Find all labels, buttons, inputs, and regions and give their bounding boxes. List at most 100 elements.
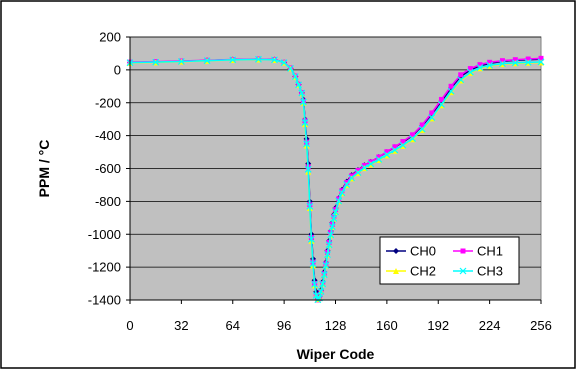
data-point-ch3 xyxy=(383,151,391,159)
data-point-ch1 xyxy=(477,62,483,68)
data-point-ch3 xyxy=(486,61,494,69)
marker-stroke xyxy=(486,61,494,69)
data-point-ch3 xyxy=(524,58,532,66)
marker-stroke xyxy=(229,56,237,64)
data-point-ch3 xyxy=(428,114,436,121)
marker-stroke xyxy=(459,267,467,275)
data-point-ch3 xyxy=(409,135,416,143)
marker-stroke xyxy=(311,280,319,288)
data-point-ch3 xyxy=(177,58,185,65)
data-point-ch3 xyxy=(311,280,319,288)
marker-stroke xyxy=(338,189,346,197)
data-point-ch3 xyxy=(418,125,426,133)
marker-stroke xyxy=(511,59,519,67)
data-point-ch3 xyxy=(301,119,309,126)
data-point-ch1 xyxy=(467,66,473,72)
y-tick-label: -600 xyxy=(95,161,121,176)
y-axis-title: PPM / °C xyxy=(36,140,52,198)
marker-stroke xyxy=(177,58,185,65)
marker-stroke xyxy=(298,89,306,97)
marker-stroke xyxy=(537,58,545,66)
series-ch3 xyxy=(126,55,545,304)
y-tick-label: -1000 xyxy=(88,227,121,242)
marker-stroke xyxy=(335,197,343,205)
data-point-ch3 xyxy=(335,197,343,205)
data-point-ch1 xyxy=(384,149,390,155)
data-point-ch1 xyxy=(458,72,464,78)
legend-label: CH0 xyxy=(410,244,436,259)
marker-stroke xyxy=(203,57,211,65)
marker-stroke xyxy=(324,251,331,259)
marker-stroke xyxy=(367,160,375,168)
data-point-ch3 xyxy=(348,174,355,182)
data-point-ch3 xyxy=(327,231,335,239)
marker-stroke xyxy=(255,55,262,63)
marker-stroke xyxy=(330,215,338,222)
marker-stroke xyxy=(418,125,426,133)
marker-stroke xyxy=(354,169,362,177)
marker-stroke xyxy=(304,165,312,173)
data-point-ch3 xyxy=(438,100,445,108)
legend-item-ch3: CH3 xyxy=(453,264,503,279)
data-point-ch3 xyxy=(328,223,336,231)
data-point-ch1 xyxy=(487,59,493,65)
marker-stroke xyxy=(325,241,333,249)
marker-stroke xyxy=(280,59,288,67)
data-point-ch1 xyxy=(499,58,505,64)
marker-stroke xyxy=(476,64,484,71)
data-point-ch3 xyxy=(306,202,314,210)
marker-stroke xyxy=(343,181,351,189)
legend-item-ch1: CH1 xyxy=(453,244,503,259)
x-tick-label: 160 xyxy=(376,318,398,333)
data-point-ch3 xyxy=(255,55,262,63)
data-point-ch3 xyxy=(322,262,330,269)
x-axis-title: Wiper Code xyxy=(297,346,375,362)
data-point-ch3 xyxy=(343,181,351,189)
data-point-ch3 xyxy=(399,141,407,149)
y-tick-label: -1400 xyxy=(88,293,121,308)
legend-item-ch2: CH2 xyxy=(386,264,436,279)
legend-swatch-marker xyxy=(393,248,399,254)
data-point-ch3 xyxy=(367,160,375,168)
data-point-ch3 xyxy=(229,56,237,64)
legend: CH0 CH1 CH2 CH3 xyxy=(379,236,520,285)
axes: 200 0 -200 -400 -600 -800 -1000 -1200 -1400 0 32 64… xyxy=(88,30,552,334)
data-point-ch3 xyxy=(332,208,339,216)
data-point-ch3 xyxy=(325,241,333,249)
data-point-ch1 xyxy=(429,110,435,116)
data-point-ch3 xyxy=(324,251,331,259)
data-point-ch3 xyxy=(291,73,299,81)
marker-stroke xyxy=(295,81,302,89)
legend-label: CH2 xyxy=(410,264,436,279)
data-point-ch3 xyxy=(319,280,327,288)
marker-stroke xyxy=(332,208,339,216)
marker-stroke xyxy=(499,60,506,68)
data-point-ch3 xyxy=(295,81,302,89)
data-point-ch3 xyxy=(307,235,315,243)
x-tick-label: 192 xyxy=(427,318,449,333)
marker-stroke xyxy=(319,280,327,288)
data-point-ch1 xyxy=(410,132,416,138)
marker-stroke xyxy=(375,156,383,163)
marker-stroke xyxy=(438,100,445,108)
data-point-ch3 xyxy=(476,64,484,71)
marker-stroke xyxy=(309,260,317,268)
data-point-ch3 xyxy=(499,60,506,68)
x-tick-label: 64 xyxy=(226,318,240,333)
x-tick-label: 96 xyxy=(277,318,291,333)
data-point-ch3 xyxy=(447,87,455,95)
y-tick-label: 0 xyxy=(114,62,121,77)
data-point-ch3 xyxy=(375,156,383,163)
marker-stroke xyxy=(399,141,407,149)
data-point-ch3 xyxy=(309,260,317,268)
marker-stroke xyxy=(428,114,436,121)
data-point-ch3 xyxy=(287,64,294,72)
marker-stroke xyxy=(466,68,474,76)
data-point-ch3 xyxy=(537,58,545,66)
x-tick-label: 32 xyxy=(174,318,188,333)
data-point-ch1 xyxy=(392,144,398,150)
legend-item-ch0: CH0 xyxy=(386,244,436,259)
data-point-ch1 xyxy=(525,56,531,62)
marker-stroke xyxy=(303,140,311,148)
legend-swatch-marker xyxy=(459,267,467,275)
